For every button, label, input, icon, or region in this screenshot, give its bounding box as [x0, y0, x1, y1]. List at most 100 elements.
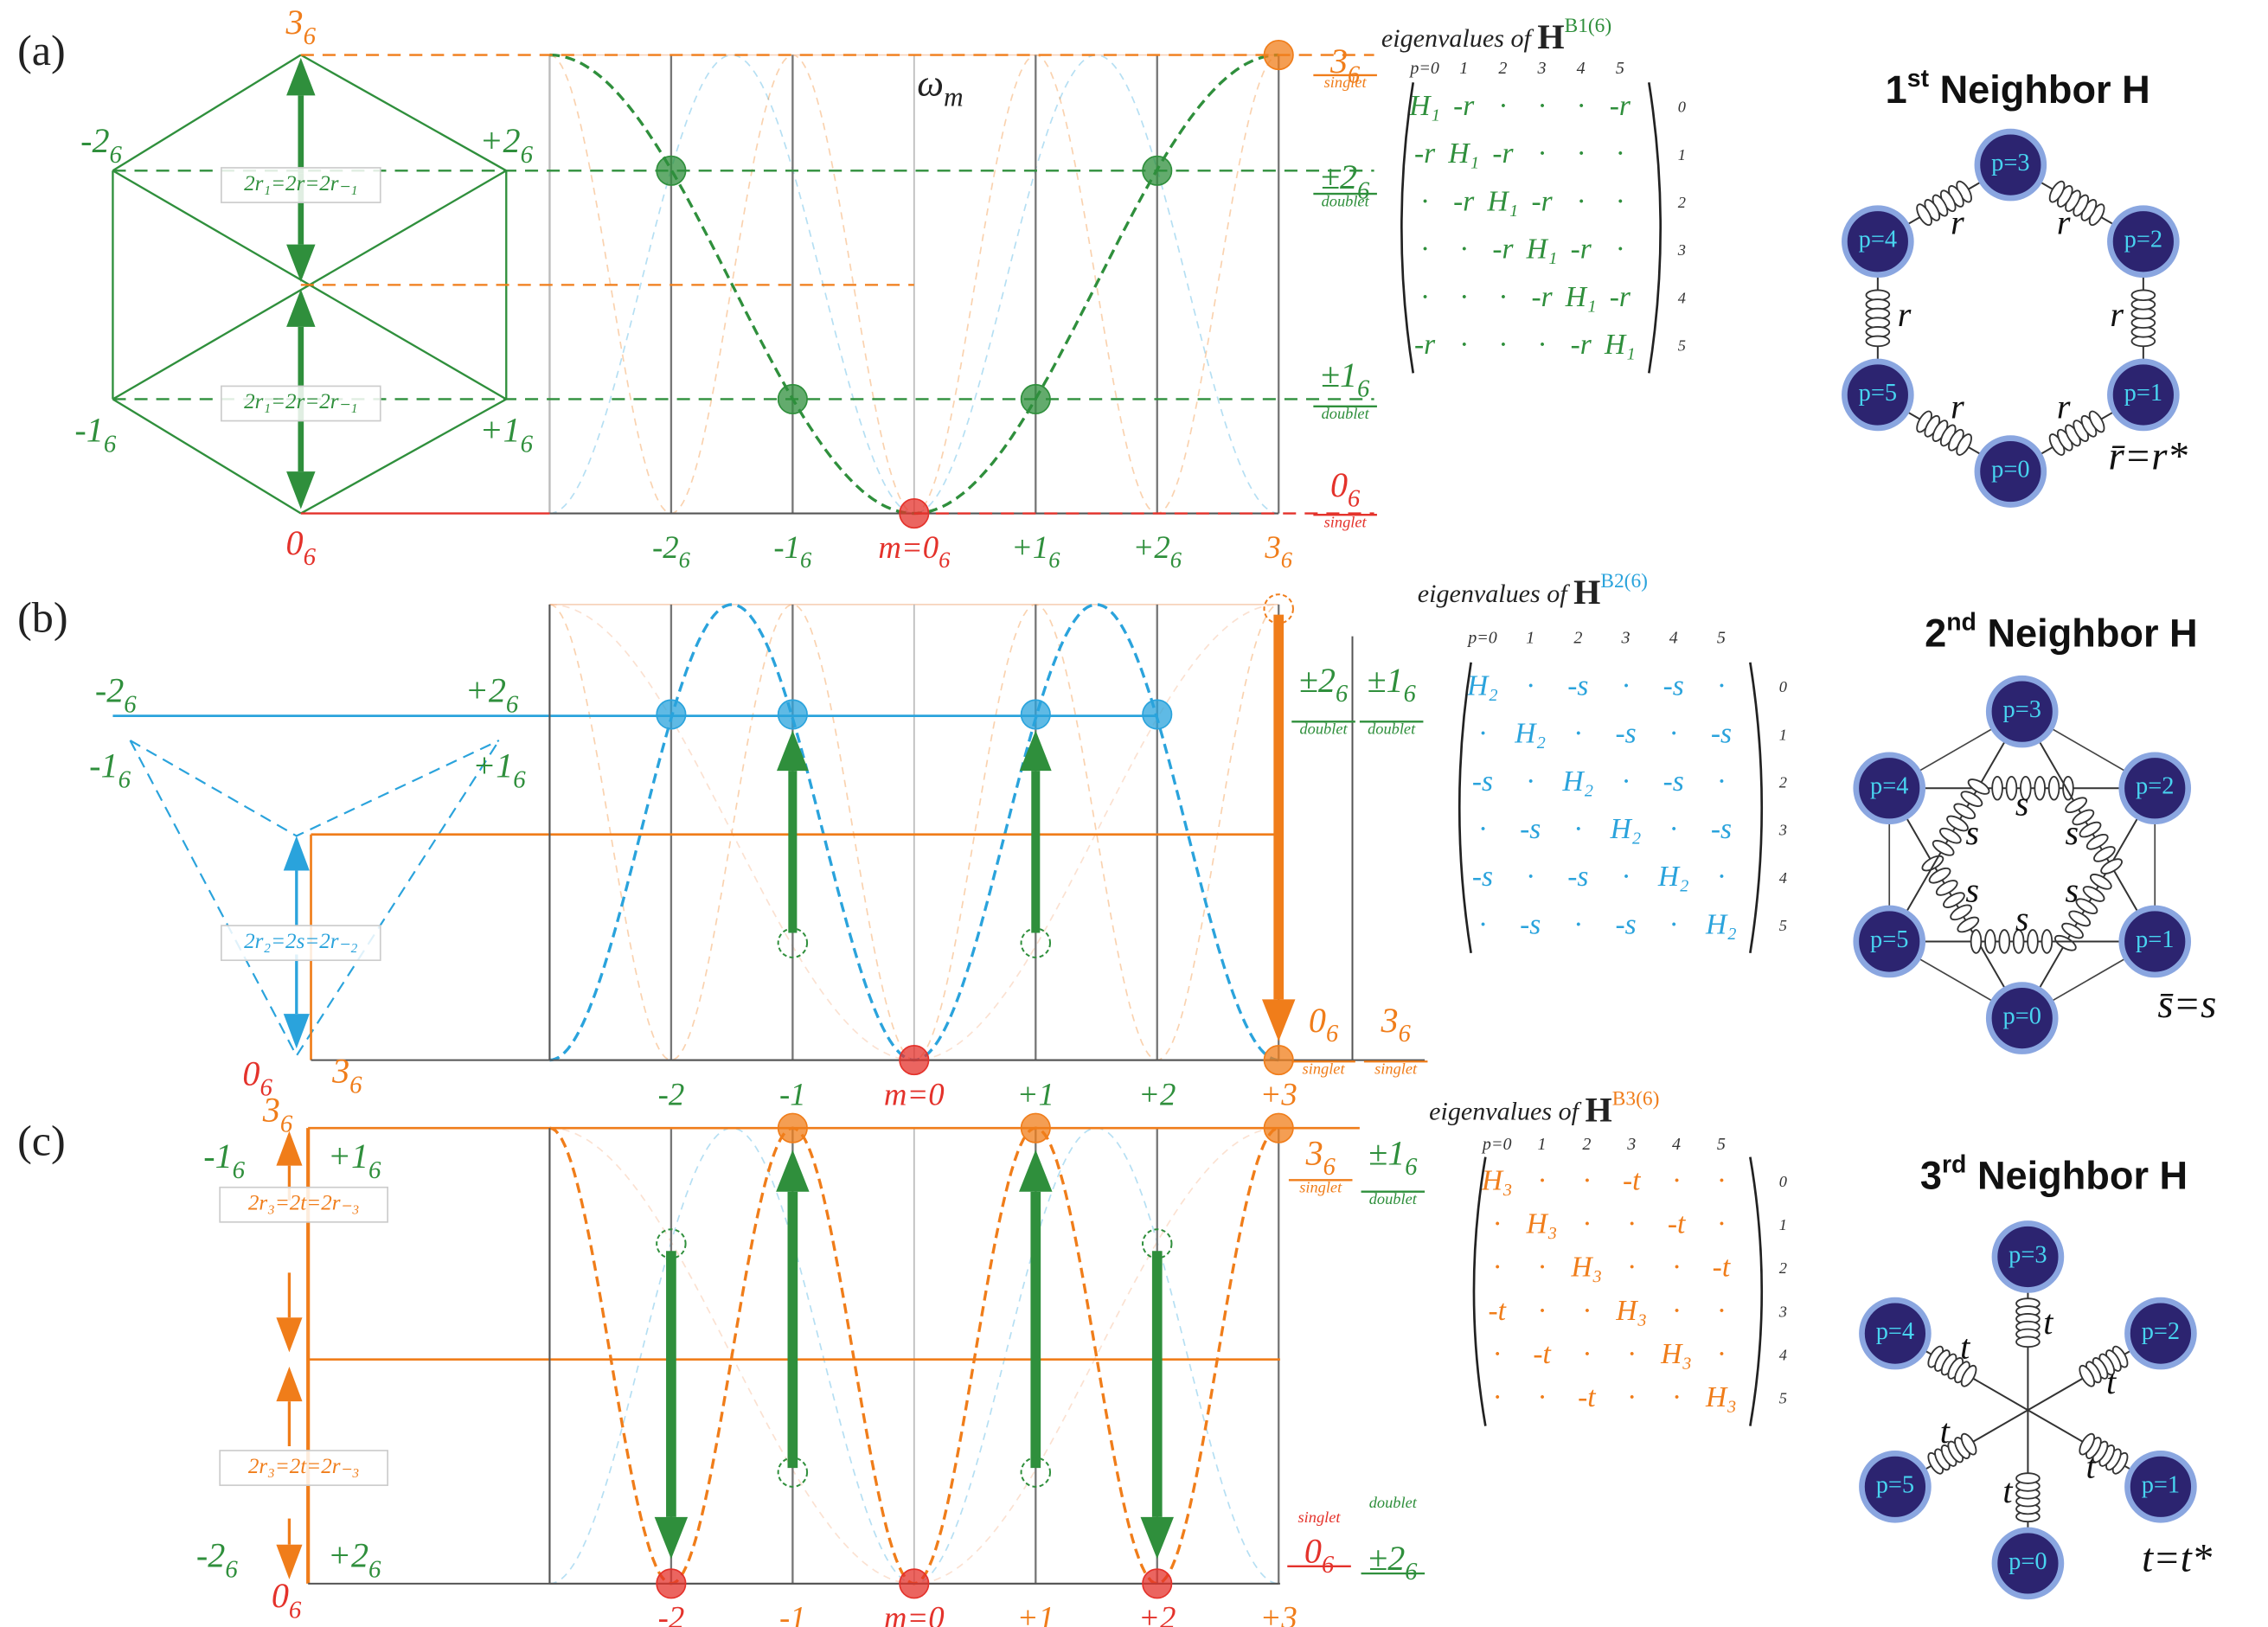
level-label: 36: [1381, 1001, 1412, 1047]
omega-label: ωm: [917, 62, 963, 112]
vertex-label: -16: [74, 411, 116, 458]
vertex-label-sub: 6: [259, 1073, 272, 1101]
spring-coil: [2130, 289, 2156, 302]
matrix-cell: -t: [1533, 1338, 1551, 1370]
triangle: [129, 740, 500, 1058]
vertex-label-sub: 6: [225, 1555, 238, 1583]
matrix-paren: [1458, 662, 1472, 954]
x-label: 36: [1264, 529, 1292, 573]
node: [2107, 358, 2180, 432]
ghost-dot: [1142, 1228, 1173, 1259]
x-label: +1: [1017, 1076, 1054, 1111]
node: [2118, 905, 2192, 978]
omega-label-base: ω: [917, 62, 944, 104]
matrix-cell: ·: [1583, 1208, 1590, 1240]
matrix-cell: H₁: [1487, 185, 1519, 217]
vertex-label: 36: [331, 1052, 362, 1099]
spring-label: s: [2015, 785, 2029, 823]
matrix-cell: H₁: [1447, 138, 1479, 170]
eq-box: [221, 385, 381, 422]
matrix-cell: -s: [1663, 670, 1684, 702]
vertex-label: -26: [196, 1536, 238, 1583]
matrix-header: 4: [1577, 59, 1586, 78]
spring-coil: [1865, 335, 1891, 348]
level-dot: [899, 498, 930, 529]
spring-coil: [2079, 821, 2102, 838]
x-label: +16: [1011, 529, 1060, 573]
spring-label: r: [2057, 387, 2071, 426]
spring-coil: [2034, 775, 2046, 801]
node: [1985, 675, 2059, 748]
matrix-header: 2: [1573, 629, 1582, 648]
matrix-cell: -s: [1472, 765, 1493, 797]
row-index: 2: [1678, 194, 1686, 211]
row-index: 3: [1778, 822, 1787, 839]
vertex-label-base: +2: [328, 1536, 368, 1575]
vertex-label: 06: [272, 1576, 302, 1623]
vertex-label-base: 3: [285, 3, 304, 42]
spring-coil: [1953, 803, 1976, 820]
spring-coil: [2093, 846, 2116, 862]
node-label: p=2: [2142, 1318, 2180, 1345]
matrix-cell: ·: [1538, 138, 1545, 170]
matrix-cell: ·: [1622, 861, 1629, 893]
spring-coil: [1960, 791, 1983, 807]
matrix-cell: ·: [1578, 90, 1585, 122]
eq-label: 2r₂=2s=2r₋₂: [244, 930, 358, 953]
node-label: p=0: [2003, 1003, 2041, 1030]
caption-symbol: H: [1586, 1091, 1612, 1130]
title-suffix: nd: [1946, 608, 1976, 636]
matrix-cell: ·: [1479, 813, 1486, 845]
level-dot: [1142, 155, 1173, 186]
vertex-label-base: -2: [95, 671, 124, 710]
x-label: m=0: [884, 1076, 945, 1111]
matrix-paren: [1749, 662, 1764, 954]
spring-coil: [1950, 904, 1972, 921]
title-suffix: st: [1907, 64, 1930, 92]
matrix-cell: ·: [1673, 1252, 1680, 1284]
level-label: ±26: [1321, 157, 1370, 204]
node-label: p=2: [2124, 227, 2162, 253]
vertex-label-base: -2: [80, 121, 109, 160]
matrix-cell: ·: [1499, 90, 1506, 122]
vertex-label-base: -1: [74, 411, 103, 450]
vertex-label-sub: 6: [110, 141, 123, 169]
x-label-sub: 6: [1281, 547, 1293, 573]
matrix-cell: H₁: [1408, 90, 1440, 122]
level-dot: [1020, 383, 1051, 415]
matrix-cell: ·: [1421, 185, 1428, 217]
matrix-paren: [1749, 1156, 1764, 1426]
matrix-cell: -t: [1578, 1381, 1596, 1413]
matrix-cell: H₂: [1514, 718, 1546, 750]
matrix-cell: -t: [1623, 1164, 1641, 1196]
row-index: 3: [1778, 1303, 1787, 1320]
eq-label: 2r₁=2r=2r₋₁: [244, 390, 357, 413]
relation-label: t=t*: [2142, 1536, 2213, 1581]
matrix-cell: ·: [1670, 813, 1677, 845]
spring-coil: [2089, 874, 2112, 890]
matrix-cell: ·: [1460, 281, 1467, 313]
level-sub: 6: [1326, 1021, 1339, 1047]
spring-coil: [1932, 840, 1955, 856]
row-index: 1: [1678, 146, 1686, 163]
spring-label: r: [1951, 387, 1964, 426]
matrix-cell: -r: [1571, 329, 1592, 361]
level-note: doublet: [1369, 1190, 1418, 1207]
node-label: p=2: [2136, 773, 2174, 800]
matrix-caption: eigenvalues of HB2(6): [1418, 570, 1648, 612]
node-label: p=4: [1870, 773, 1908, 800]
vertex-label-base: 0: [242, 1054, 259, 1093]
matrix-cell: ·: [1494, 1381, 1501, 1413]
node-label: p=4: [1859, 227, 1897, 253]
spring-coil: [1967, 778, 1990, 795]
row-index: 1: [1779, 726, 1787, 743]
node: [2124, 1451, 2197, 1523]
matrix-header: 3: [1626, 1135, 1636, 1154]
row-index: 5: [1678, 336, 1686, 354]
matrix-cell: ·: [1574, 718, 1581, 750]
level-note: singlet: [1303, 1060, 1346, 1077]
matrix-header: p=0: [1481, 1135, 1512, 1154]
matrix-header: 2: [1498, 59, 1507, 78]
vertex-label-base: +2: [465, 671, 506, 710]
node-label: p=5: [1876, 1471, 1914, 1498]
